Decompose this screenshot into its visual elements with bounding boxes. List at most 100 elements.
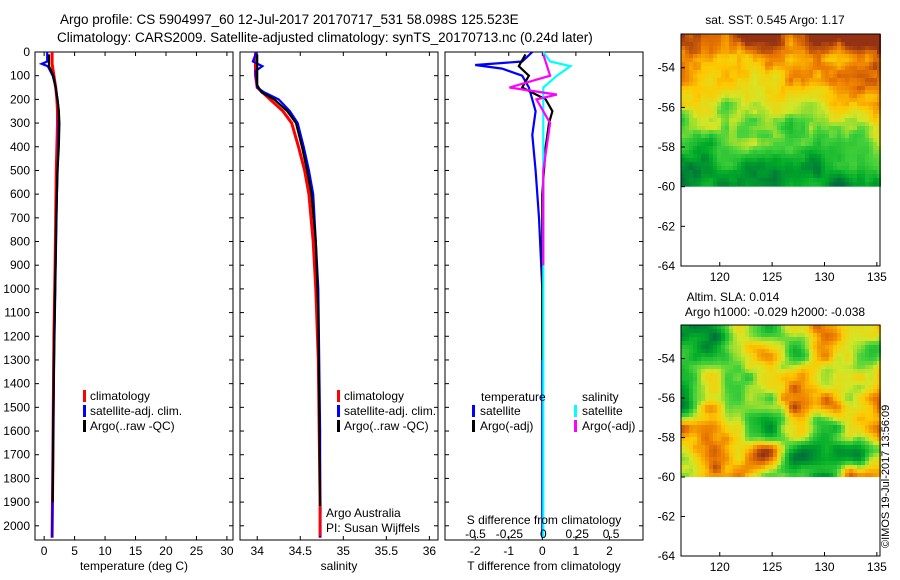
map-cell <box>733 393 737 397</box>
map-cell <box>737 110 741 114</box>
map-cell <box>737 457 741 461</box>
map-cell <box>713 54 717 58</box>
map-cell <box>745 441 749 445</box>
map-cell <box>833 369 837 373</box>
map-cell <box>709 361 713 365</box>
map-cell <box>865 62 869 66</box>
map-cell <box>865 405 869 409</box>
map-title-line: Altim. SLA: 0.014 <box>687 290 780 304</box>
map-cell <box>789 174 793 178</box>
map-cell <box>729 74 733 78</box>
map-cell <box>749 58 753 62</box>
map-cell <box>745 469 749 473</box>
map-cell <box>769 118 773 122</box>
map-cell <box>741 473 745 477</box>
map-cell <box>769 349 773 353</box>
map-cell <box>817 98 821 102</box>
map-cell <box>757 150 761 154</box>
map-cell <box>689 325 693 329</box>
map-cell <box>769 42 773 46</box>
map-cell <box>833 146 837 150</box>
map-cell <box>773 158 777 162</box>
map-cell <box>865 122 869 126</box>
map-cell <box>717 58 721 62</box>
map-cell <box>741 397 745 401</box>
map-cell <box>733 469 737 473</box>
map-cell <box>829 62 833 66</box>
map-cell <box>873 162 877 166</box>
map-cell <box>861 417 865 421</box>
map-cell <box>705 178 709 182</box>
map-cell <box>785 349 789 353</box>
map-cell <box>805 138 809 142</box>
map-cell <box>741 70 745 74</box>
map-cell <box>785 70 789 74</box>
map-cell <box>789 126 793 130</box>
map-cell <box>697 325 701 329</box>
map-cell <box>741 142 745 146</box>
map-cell <box>821 325 825 329</box>
map-cell <box>745 62 749 66</box>
map-cell <box>805 134 809 138</box>
map-cell <box>705 377 709 381</box>
map-cell <box>749 54 753 58</box>
map-cell <box>809 150 813 154</box>
map-cell <box>725 150 729 154</box>
map-cell <box>741 182 745 186</box>
map-cell <box>853 365 857 369</box>
map-cell <box>765 393 769 397</box>
map-cell <box>717 441 721 445</box>
map-cell <box>861 425 865 429</box>
y-tick-label: 1600 <box>3 424 30 438</box>
map-cell <box>861 429 865 433</box>
map-cell <box>865 413 869 417</box>
map-cell <box>713 437 717 441</box>
map-cell <box>841 62 845 66</box>
map-cell <box>801 102 805 106</box>
map-cell <box>729 54 733 58</box>
map-cell <box>877 349 881 353</box>
map-cell <box>705 393 709 397</box>
map-cell <box>841 437 845 441</box>
map-cell <box>825 90 829 94</box>
map-cell <box>829 421 833 425</box>
map-cell <box>765 146 769 150</box>
map-cell <box>825 333 829 337</box>
map-cell <box>865 373 869 377</box>
map-cell <box>721 453 725 457</box>
map-cell <box>789 361 793 365</box>
map-cell <box>713 409 717 413</box>
map-cell <box>761 373 765 377</box>
map-cell <box>757 401 761 405</box>
map-cell <box>849 134 853 138</box>
map-cell <box>725 102 729 106</box>
map-cell <box>729 138 733 142</box>
map-cell <box>713 98 717 102</box>
map-cell <box>877 437 881 441</box>
map-cell <box>745 98 749 102</box>
map-cell <box>797 54 801 58</box>
map-cell <box>753 425 757 429</box>
map-cell <box>681 42 685 46</box>
map-cell <box>733 126 737 130</box>
map-cell <box>865 94 869 98</box>
map-cell <box>853 413 857 417</box>
map-cell <box>869 170 873 174</box>
map-cell <box>741 361 745 365</box>
map-cell <box>821 361 825 365</box>
map-cell <box>861 82 865 86</box>
map-cell <box>877 78 881 82</box>
map-cell <box>805 461 809 465</box>
map-cell <box>801 385 805 389</box>
map-cell <box>869 106 873 110</box>
map-cell <box>809 425 813 429</box>
map-cell <box>817 110 821 114</box>
map-cell <box>797 150 801 154</box>
map-cell <box>721 353 725 357</box>
map-cell <box>769 401 773 405</box>
map-cell <box>809 42 813 46</box>
legend-entry: Argo(..raw -QC) <box>90 419 175 433</box>
map-cell <box>753 170 757 174</box>
map-cell <box>793 409 797 413</box>
map-cell <box>749 377 753 381</box>
